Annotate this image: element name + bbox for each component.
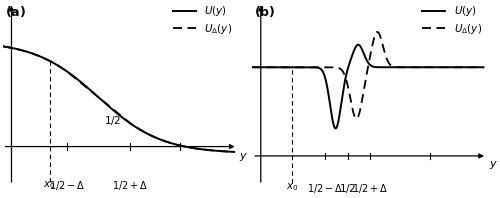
Text: $1/2 - \Delta$: $1/2 - \Delta$ xyxy=(307,182,343,195)
Text: $\bf{(b)}$: $\bf{(b)}$ xyxy=(254,4,275,19)
Text: $\bf{(a)}$: $\bf{(a)}$ xyxy=(4,4,25,19)
Text: $x_0$: $x_0$ xyxy=(286,182,298,193)
Text: $1/2$: $1/2$ xyxy=(104,114,121,127)
Text: $1/2 - \Delta$: $1/2 - \Delta$ xyxy=(49,179,85,192)
Text: $1/2 + \Delta$: $1/2 + \Delta$ xyxy=(352,182,388,195)
Text: $x_0$: $x_0$ xyxy=(44,179,56,191)
Text: $1/2$: $1/2$ xyxy=(339,182,356,195)
Legend: $U(y)$, $U_\Delta(y)$: $U(y)$, $U_\Delta(y)$ xyxy=(422,4,482,36)
Text: $1/2 + \Delta$: $1/2 + \Delta$ xyxy=(112,179,148,192)
Legend: $U(y)$, $U_\Delta(y)$: $U(y)$, $U_\Delta(y)$ xyxy=(173,4,233,36)
Text: $y$: $y$ xyxy=(240,151,248,163)
Text: $y$: $y$ xyxy=(488,159,498,171)
